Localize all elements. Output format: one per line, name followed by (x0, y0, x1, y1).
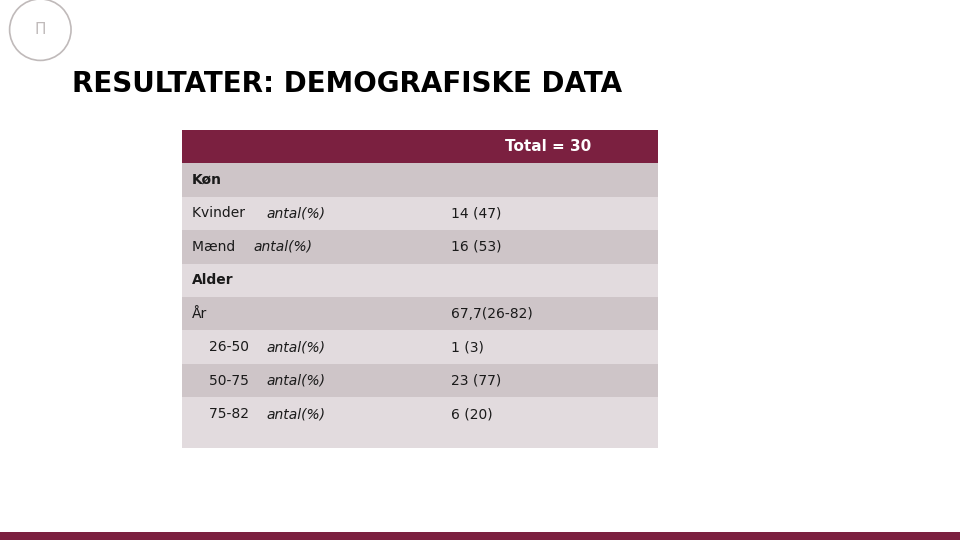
Bar (182, 431, 658, 448)
Text: Alder: Alder (192, 273, 233, 287)
Text: Mænd: Mænd (192, 240, 240, 254)
Bar (182, 163, 658, 197)
Text: 26-50: 26-50 (209, 340, 253, 354)
Text: 23 (77): 23 (77) (450, 374, 501, 388)
Text: RESULTATER: DEMOGRAFISKE DATA: RESULTATER: DEMOGRAFISKE DATA (72, 70, 622, 98)
Bar (182, 230, 658, 264)
Text: antal(%): antal(%) (266, 374, 325, 388)
Text: antal(%): antal(%) (267, 407, 325, 421)
Bar (182, 397, 658, 431)
Bar (182, 330, 658, 364)
Text: 14 (47): 14 (47) (450, 206, 501, 220)
Bar (182, 297, 658, 330)
Text: Kvinder: Kvinder (192, 206, 250, 220)
Text: Køn: Køn (192, 173, 222, 187)
Text: 50-75: 50-75 (209, 374, 253, 388)
Text: 16 (53): 16 (53) (450, 240, 501, 254)
Text: antal(%): antal(%) (266, 206, 325, 220)
Bar (182, 197, 658, 230)
Text: Π: Π (35, 22, 46, 37)
Text: 6 (20): 6 (20) (450, 407, 492, 421)
Bar (182, 364, 658, 397)
Text: antal(%): antal(%) (253, 240, 312, 254)
Text: antal(%): antal(%) (267, 340, 325, 354)
Text: År: År (192, 307, 207, 321)
Text: Total = 30: Total = 30 (505, 139, 591, 154)
Text: 67,7(26-82): 67,7(26-82) (450, 307, 532, 321)
Bar (182, 264, 658, 297)
Bar (182, 130, 658, 163)
Text: 75-82: 75-82 (209, 407, 253, 421)
Text: 1 (3): 1 (3) (450, 340, 484, 354)
Bar (0, 532, 960, 540)
